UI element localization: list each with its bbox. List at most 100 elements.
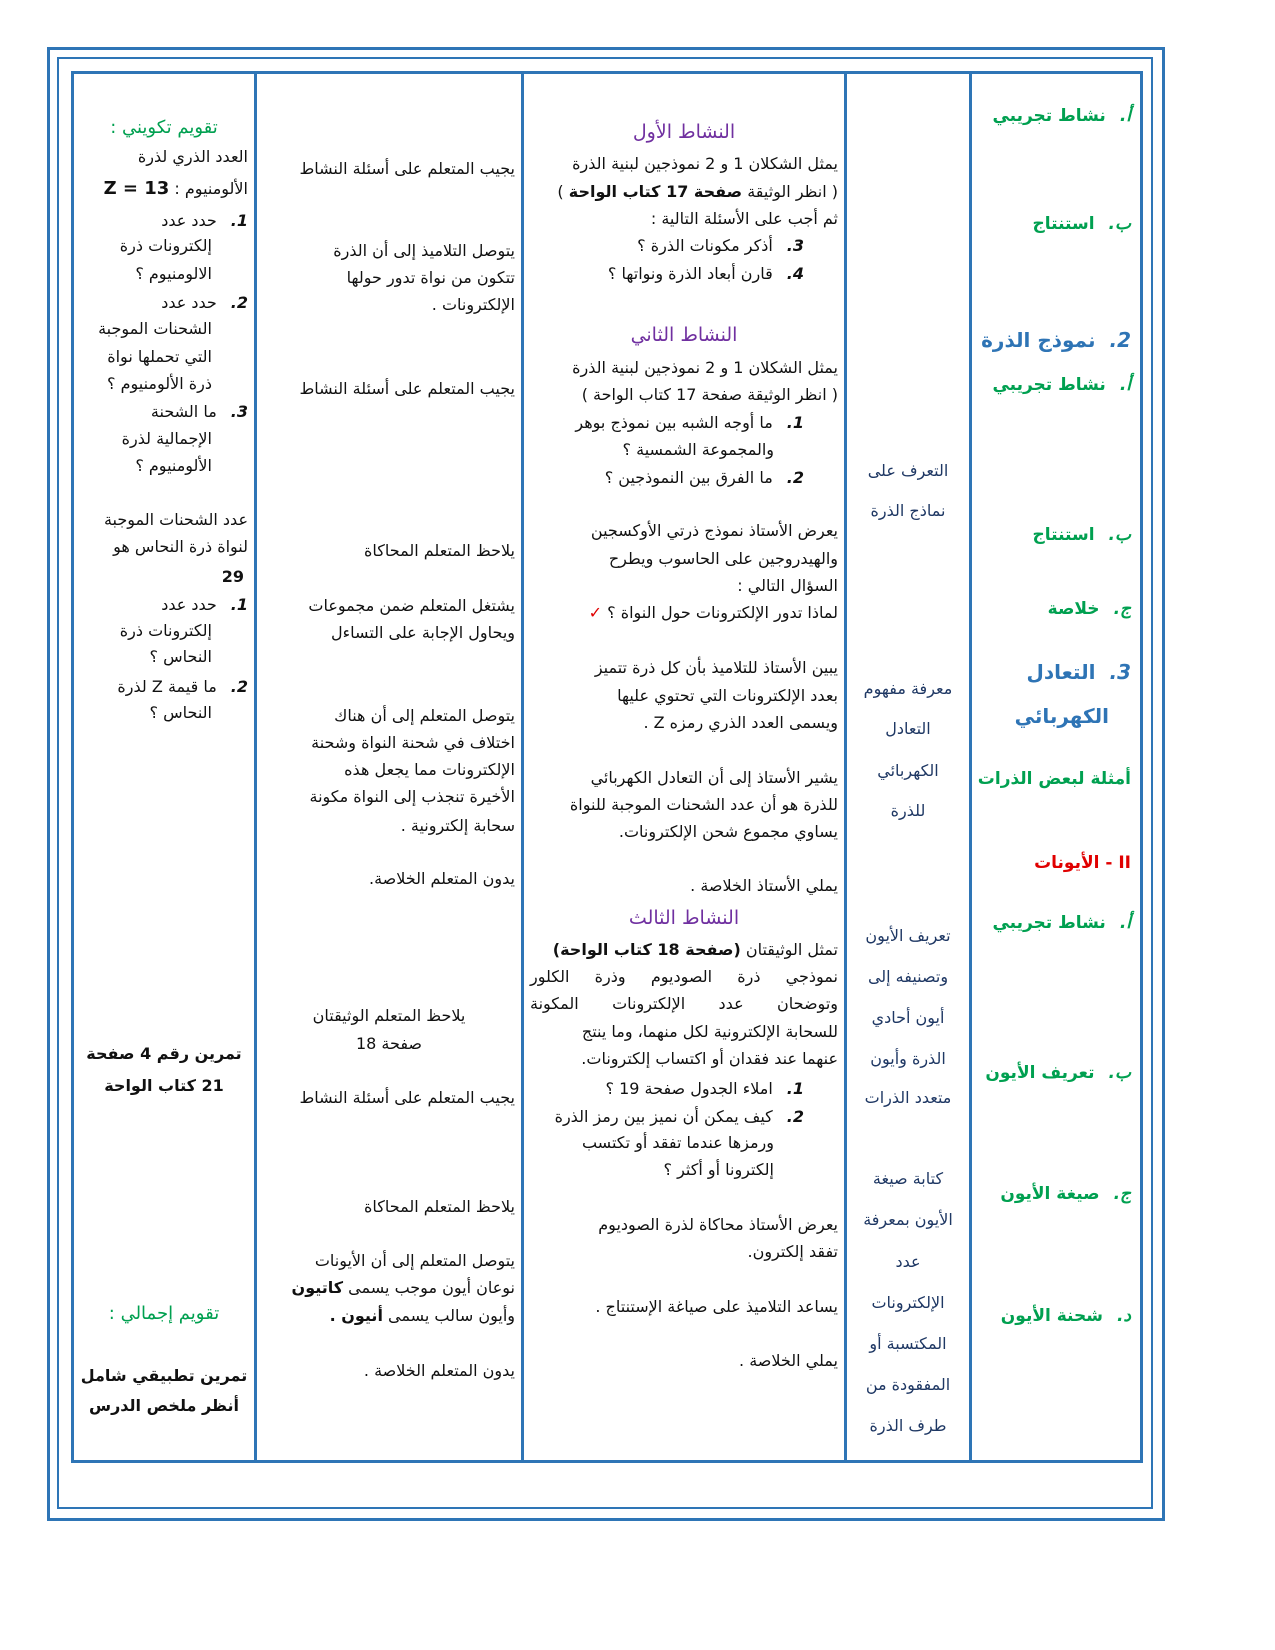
text-line: يشتغل المتعلم ضمن مجموعات bbox=[308, 596, 515, 615]
question-line: النحاس ؟ bbox=[149, 647, 212, 666]
objective-line: أيون أحادي bbox=[871, 1008, 945, 1027]
text: ) bbox=[557, 182, 569, 201]
text-line: يتوصل التلاميذ إلى أن الذرة bbox=[333, 241, 515, 260]
text: أذكر مكونات الذرة ؟ bbox=[637, 236, 773, 255]
section-label: نشاط تجريبي bbox=[992, 375, 1106, 395]
objective-line: المكتسبة أو bbox=[869, 1334, 947, 1353]
text: حدد عدد bbox=[161, 293, 217, 312]
text: حدد عدد bbox=[161, 211, 217, 230]
text-line: الألومنيوم : Z = 13 bbox=[80, 179, 248, 199]
text-line: يبين الأستاذ للتلاميذ بأن كل ذرة تتميز bbox=[594, 658, 838, 677]
question-line: الشحنات الموجبة bbox=[98, 319, 212, 338]
section-label: شحنة الأيون bbox=[1000, 1306, 1103, 1326]
text-line: يشير الأستاذ إلى أن التعادل الكهربائي bbox=[590, 768, 838, 787]
teacher-activities-column: النشاط الأول يمثل الشكلان 1 و 2 نموذجين … bbox=[524, 72, 844, 1460]
item-number: 3. bbox=[230, 402, 248, 421]
text-line: يدون المتعلم الخلاصة. bbox=[368, 869, 515, 888]
bold-text: أنيون . bbox=[329, 1306, 383, 1325]
text-line: ويحاول الإجابة على التساءل bbox=[331, 623, 515, 642]
column-divider bbox=[521, 72, 524, 1460]
text-line: يملي الأستاذ الخلاصة . bbox=[690, 876, 838, 895]
table-border bbox=[71, 71, 1143, 1463]
text-line: يجيب المتعلم على أسئلة النشاط bbox=[299, 1088, 515, 1107]
item-number: 2. bbox=[230, 677, 248, 696]
column-divider bbox=[969, 72, 972, 1460]
objective-line: نماذج الذرة bbox=[870, 501, 946, 520]
text-line: ( انظر الوثيقة صفحة 17 كتاب الواحة ) bbox=[530, 182, 838, 202]
section-number: 2. bbox=[1109, 328, 1131, 352]
objective-line: الكهربائي bbox=[877, 761, 939, 780]
section-heading: أ. نشاط تجريبي bbox=[978, 913, 1131, 933]
bold-text: صفحة 17 كتاب الواحة bbox=[568, 182, 743, 201]
text-line: وتوضحان عدد الإلكترونات المكونة bbox=[530, 994, 838, 1013]
item-number: 1. bbox=[786, 413, 804, 432]
text-line: يجيب المتعلم على أسئلة النشاط bbox=[299, 159, 515, 178]
question-item: لماذا تدور الإلكترونات حول النواة ؟ ✓ bbox=[530, 603, 838, 623]
question-item: 4. قارن أبعاد الذرة ونواتها ؟ bbox=[530, 264, 804, 284]
section-label: صيغة الأيون bbox=[1000, 1184, 1100, 1204]
section-heading: ج. خلاصة bbox=[978, 599, 1131, 619]
text-line: لنواة ذرة النحاس هو bbox=[113, 537, 248, 556]
section-heading: ب. استنتاج bbox=[978, 525, 1131, 545]
objective-line: الذرة وأيون bbox=[870, 1049, 946, 1068]
objective-line: الإلكترونات bbox=[871, 1293, 945, 1312]
section-label: استنتاج bbox=[1032, 525, 1095, 545]
section-number: ب. bbox=[1108, 1063, 1131, 1083]
text-line: تفقد إلكترون. bbox=[747, 1242, 839, 1261]
item-number: 2. bbox=[786, 468, 804, 487]
text-line: ثم أجب على الأسئلة التالية : bbox=[650, 209, 838, 228]
section-number: أ. bbox=[1119, 106, 1131, 126]
activity-title: النشاط الأول bbox=[632, 121, 736, 143]
text-line: نوعان أيون موجب يسمى كاتيون bbox=[263, 1278, 515, 1298]
objective-line: كتابة صيغة bbox=[872, 1169, 944, 1188]
text-line: إلكترونا أو أكثر ؟ bbox=[663, 1160, 774, 1179]
text-line: يساعد التلاميذ على صياغة الإستنتاج . bbox=[595, 1297, 838, 1316]
section-label: الكهربائي bbox=[1014, 704, 1109, 728]
text-line: يلاحظ المتعلم الوثيقتان bbox=[312, 1006, 466, 1025]
section-heading: ب. تعريف الأيون bbox=[978, 1063, 1131, 1083]
text-line: يتوصل المتعلم إلى أن الأيونات bbox=[314, 1251, 515, 1270]
objective-line: طرف الذرة bbox=[869, 1416, 947, 1435]
text-line: صفحة 18 bbox=[355, 1034, 423, 1053]
text-line: ورمزها عندما تفقد أو تكتسب bbox=[581, 1133, 774, 1152]
item-number: 4. bbox=[786, 264, 804, 283]
text-line: تتكون من نواة تدور حولها bbox=[346, 268, 515, 287]
section-heading: د. شحنة الأيون bbox=[978, 1306, 1131, 1326]
text: ما الفرق بين النموذجين ؟ bbox=[604, 468, 773, 487]
objective-line: معرفة مفهوم bbox=[863, 679, 953, 698]
text-line: تمرين تطبيقي شامل bbox=[80, 1366, 248, 1385]
text: ( انظر الوثيقة bbox=[742, 182, 838, 201]
section-number: 3. bbox=[1109, 660, 1131, 684]
objective-line: التعرف على bbox=[867, 461, 949, 480]
text: تمثل الوثيقتان bbox=[740, 940, 838, 959]
question-line: الألومنيوم ؟ bbox=[135, 456, 212, 475]
section-label: نشاط تجريبي bbox=[992, 913, 1106, 933]
text: كيف يمكن أن نميز بين رمز الذرة bbox=[554, 1107, 773, 1126]
text-line: يجيب المتعلم على أسئلة النشاط bbox=[299, 379, 515, 398]
question-line: 2. حدد عدد bbox=[80, 293, 248, 313]
section-label: استنتاج bbox=[1032, 214, 1095, 234]
bold-text: كاتيون bbox=[291, 1278, 344, 1297]
objective-line: تعريف الأيون bbox=[865, 926, 951, 945]
item-number: 2. bbox=[786, 1107, 804, 1126]
text-line: تمثل الوثيقتان (صفحة 18 كتاب الواحة) bbox=[530, 940, 838, 960]
sections-column: أ. نشاط تجريبي ب. استنتاج 2. نموذج الذرة أ.… bbox=[972, 72, 1137, 1460]
text-line: يتوصل المتعلم إلى أن هناك bbox=[334, 706, 515, 725]
text-line: العدد الذري لذرة bbox=[137, 147, 248, 166]
objectives-column: التعرف على نماذج الذرة معرفة مفهوم التعادل ا… bbox=[847, 72, 969, 1460]
bold-text: (صفحة 18 كتاب الواحة) bbox=[552, 940, 741, 959]
section-number: ب. bbox=[1108, 525, 1131, 545]
question-line: إلكترونات ذرة bbox=[119, 621, 212, 640]
question-item: 1. ما أوجه الشبه بين نموذج بوهر bbox=[530, 413, 804, 433]
text: ما الشحنة bbox=[150, 402, 217, 421]
text: لماذا تدور الإلكترونات حول النواة ؟ bbox=[607, 603, 838, 622]
question-item: 2. كيف يمكن أن نميز بين رمز الذرة bbox=[530, 1107, 804, 1127]
text: ما أوجه الشبه بين نموذج بوهر bbox=[575, 413, 773, 432]
objective-line: الأيون بمعرفة bbox=[863, 1210, 953, 1229]
section-heading: أ. نشاط تجريبي bbox=[978, 375, 1131, 395]
objective-line: عدد bbox=[895, 1252, 921, 1271]
question-item: 2. ما الفرق بين النموذجين ؟ bbox=[530, 468, 804, 488]
text-line: سحابة إلكترونية . bbox=[400, 816, 515, 835]
objective-line: للذرة bbox=[890, 801, 926, 820]
text-line: الإلكترونات . bbox=[431, 295, 515, 314]
